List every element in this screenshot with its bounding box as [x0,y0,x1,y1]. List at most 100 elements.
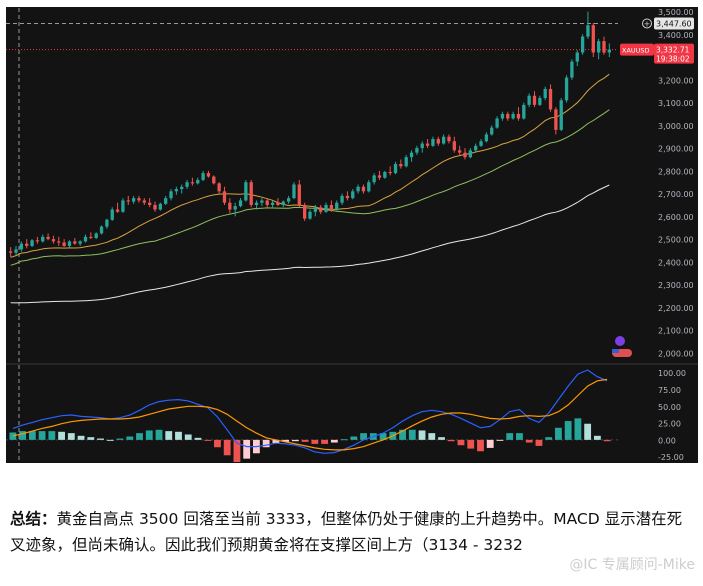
macd-histogram-bar [467,439,475,449]
candle-up [564,77,569,101]
candle-up [201,173,205,180]
macd-histogram-bar [408,429,416,440]
crosshair-price-tag [654,17,694,30]
candle-up [19,243,24,250]
candle-up [490,127,494,135]
candle-down [329,204,334,210]
candle-up [468,150,473,158]
candle-up [83,236,88,242]
macd-histogram-bar [19,431,27,440]
macd-histogram-bar [301,439,309,442]
candle-up [383,171,387,178]
macd-histogram-bar [9,432,17,440]
price-tick-label: 2,800.00 [658,167,694,176]
macd-histogram-bar [214,439,221,448]
watermark: @IC 专属顾问-Mike [569,557,695,573]
candle-down [377,175,382,178]
price-tick-label: 3,100.00 [658,99,694,108]
candle-down [73,241,77,244]
candle-up [105,219,109,227]
us-flag-canton [612,349,619,353]
macd-histogram-bar [184,434,192,440]
macd-histogram-bar [428,433,436,440]
macd-histogram-bar [311,439,319,444]
macd-histogram-bar [204,439,212,441]
macd-histogram-bar [506,433,514,440]
candle-down [228,202,232,210]
macd-histogram-bar [486,439,494,448]
candle-up [131,198,136,202]
candle-down [452,141,456,151]
candle-up [238,200,243,207]
candle-up [596,41,601,53]
price-tick-label: 2,200.00 [658,304,694,313]
macd-histogram-bar [496,439,504,441]
candle-down [554,109,558,130]
candle-down [463,152,467,158]
candle-up [484,134,489,142]
macd-histogram-bar [282,439,290,442]
macd-histogram-bar [262,439,270,448]
macd-histogram-bar [233,439,241,463]
candle-up [441,136,446,144]
price-tick-label: 2,400.00 [658,258,694,267]
candle-down [399,164,403,167]
price-tick-label: 2,500.00 [658,236,694,245]
candle-up [372,175,376,183]
candle-up [121,200,125,212]
candle-down [46,236,50,240]
price-tick-label: 2,700.00 [658,190,694,199]
add-alert-icon [642,18,652,29]
macd-tick-label: 100.00 [658,369,686,378]
candle-down [222,191,227,203]
candle-up [313,207,318,212]
last-price-label: 3,332.71 [656,46,690,55]
candle-up [260,200,264,203]
candle-up [340,195,344,203]
macd-signal-line [12,378,608,451]
macd-histogram-bar [477,439,484,452]
macd-histogram-bar [603,439,611,442]
macd-histogram-bar [58,431,65,440]
price-tick-label: 3,200.00 [658,76,694,85]
candle-down [57,241,61,243]
candle-down [361,186,366,192]
candle-down [249,182,253,205]
macd-histogram-bar [525,439,533,443]
candle-up [431,138,435,146]
candle-down [212,176,216,184]
candle-down [137,198,141,201]
candle-up [527,95,531,105]
candle-down [62,242,66,246]
candle-up [335,202,339,210]
candle-down [147,202,152,205]
xauusd-chart: 3,500.003,400.003,300.003,200.003,100.00… [6,7,698,463]
candle-down [25,243,29,246]
candle-up [522,104,526,119]
chart-area: 3,500.003,400.003,300.003,200.003,100.00… [6,7,698,463]
macd-histogram-bar [116,438,124,440]
macd-histogram-bar [175,431,182,440]
candle-down [9,251,13,253]
candle-down [217,183,221,192]
candle-down [602,41,606,53]
macd-histogram-bar [516,433,523,440]
price-pane-bg [6,7,618,463]
candle-up [570,61,574,78]
candle-up [543,88,547,99]
candle-down [532,95,537,105]
price-tick-label: 2,600.00 [658,213,694,222]
price-tick-label: 2,100.00 [658,327,694,336]
candle-down [142,200,146,203]
macd-histogram-bar [418,430,426,440]
macd-histogram-bar [223,439,231,456]
candle-up [495,118,499,128]
macd-histogram-bar [360,433,367,440]
candle-up [99,226,104,234]
lightning-event-icon [615,336,625,346]
macd-histogram-bar [272,439,280,444]
macd-histogram-bar [350,436,358,440]
candle-down [89,236,93,238]
price-tick-label: 2,300.00 [658,281,694,290]
candle-up [286,198,291,202]
